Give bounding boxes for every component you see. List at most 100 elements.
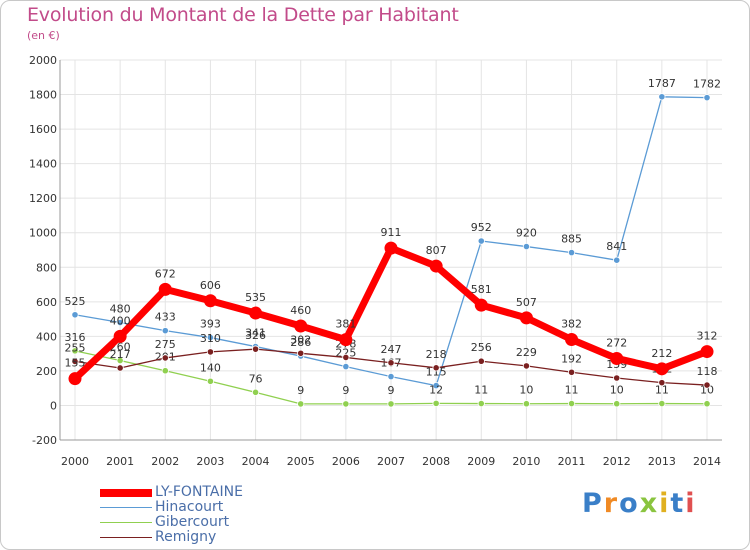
- data-label-ly-fontaine: 272: [606, 336, 627, 349]
- data-point-gibercourt: [703, 400, 711, 408]
- data-point-remigny: [161, 354, 169, 362]
- data-point-gibercourt: [206, 377, 215, 385]
- data-point-hinacourt: [387, 373, 395, 381]
- chart-subtitle: (en €): [27, 29, 60, 42]
- data-point-gibercourt: [342, 400, 350, 408]
- logo-letter: i: [659, 488, 671, 519]
- data-point-hinacourt: [71, 311, 79, 319]
- data-point-remigny: [297, 349, 305, 357]
- x-tick-label: 2013: [648, 455, 676, 468]
- data-label-ly-fontaine: 155: [65, 357, 86, 370]
- legend-swatch-remigny: [100, 537, 152, 538]
- data-label-remigny: 229: [516, 346, 537, 359]
- data-point-hinacourt: [161, 327, 169, 335]
- y-tick-label: 1800: [29, 89, 57, 102]
- data-label-ly-fontaine: 606: [200, 279, 221, 292]
- data-label-hinacourt: 341: [245, 327, 266, 340]
- data-point-hinacourt: [703, 94, 711, 102]
- data-point-gibercourt: [297, 400, 305, 408]
- data-label-hinacourt: 885: [561, 233, 582, 246]
- data-point-remigny: [387, 359, 395, 367]
- data-point-hinacourt: [342, 362, 350, 371]
- data-label-remigny: 256: [471, 341, 492, 354]
- x-tick-label: 2001: [106, 455, 134, 468]
- x-tick-label: 2014: [693, 455, 721, 468]
- data-label-gibercourt: 12: [429, 383, 443, 396]
- data-label-hinacourt: 525: [65, 295, 86, 308]
- x-tick-label: 2006: [332, 455, 360, 468]
- data-label-ly-fontaine: 381: [335, 318, 356, 331]
- data-label-gibercourt: 9: [388, 384, 395, 397]
- legend-label-gibercourt: Gibercourt: [155, 514, 230, 530]
- data-label-ly-fontaine: 460: [290, 304, 311, 317]
- data-point-ly-fontaine: [610, 351, 624, 365]
- data-label-ly-fontaine: 807: [426, 244, 447, 257]
- y-tick-label: 200: [36, 365, 57, 378]
- data-point-gibercourt: [387, 400, 395, 408]
- data-point-remigny: [206, 348, 215, 356]
- data-point-gibercourt: [522, 400, 531, 408]
- data-label-hinacourt: 1782: [693, 78, 721, 91]
- data-point-remigny: [342, 353, 350, 362]
- x-tick-label: 2003: [196, 455, 224, 468]
- data-label-ly-fontaine: 212: [651, 347, 672, 360]
- data-label-hinacourt: 841: [606, 240, 627, 253]
- data-label-gibercourt: 76: [249, 372, 263, 385]
- y-tick-label: 400: [36, 330, 57, 343]
- legend-swatch-hinacourt: [100, 507, 152, 508]
- y-tick-label: -200: [32, 434, 57, 447]
- data-point-remigny: [658, 379, 666, 387]
- data-point-ly-fontaine: [158, 282, 172, 296]
- logo-letter: o: [619, 488, 640, 519]
- legend-label-remigny: Remigny: [155, 529, 217, 545]
- data-label-ly-fontaine: 400: [110, 314, 131, 327]
- data-point-ly-fontaine: [429, 259, 443, 273]
- x-tick-label: 2007: [377, 455, 405, 468]
- data-label-gibercourt: 140: [200, 361, 221, 374]
- x-tick-label: 2009: [467, 455, 495, 468]
- data-label-gibercourt: 9: [342, 384, 349, 397]
- y-tick-label: 1200: [29, 192, 57, 205]
- data-point-gibercourt: [116, 356, 124, 365]
- data-label-hinacourt: 1787: [648, 77, 676, 90]
- x-tick-label: 2004: [242, 455, 270, 468]
- data-label-remigny: 218: [426, 348, 447, 361]
- data-label-ly-fontaine: 382: [561, 317, 582, 330]
- data-label-hinacourt: 115: [426, 366, 447, 379]
- data-label-hinacourt: 952: [471, 221, 492, 234]
- data-label-gibercourt: 9: [297, 384, 304, 397]
- logo-letter: i: [685, 488, 697, 519]
- data-label-remigny: 217: [110, 348, 131, 361]
- data-point-ly-fontaine: [474, 298, 488, 312]
- data-point-remigny: [477, 357, 485, 365]
- data-point-ly-fontaine: [655, 362, 669, 376]
- data-point-ly-fontaine: [249, 306, 263, 320]
- data-point-hinacourt: [658, 93, 666, 101]
- data-point-remigny: [567, 368, 576, 376]
- data-point-ly-fontaine: [565, 332, 579, 346]
- data-point-remigny: [522, 362, 531, 370]
- data-point-hinacourt: [116, 318, 124, 327]
- data-point-ly-fontaine: [384, 241, 398, 255]
- data-label-gibercourt: 10: [519, 384, 533, 397]
- legend-label-ly-fontaine: LY-FONTAINE: [155, 484, 243, 500]
- data-point-hinacourt: [522, 242, 531, 251]
- data-point-gibercourt: [567, 399, 576, 408]
- data-label-gibercourt: 11: [655, 384, 669, 397]
- data-point-remigny: [432, 364, 440, 372]
- data-label-remigny: 255: [65, 341, 86, 354]
- data-point-ly-fontaine: [68, 372, 82, 386]
- data-label-hinacourt: 433: [155, 311, 176, 324]
- data-label-gibercourt: 11: [474, 384, 488, 397]
- data-point-remigny: [71, 357, 79, 366]
- y-tick-label: 600: [36, 296, 57, 309]
- data-point-hinacourt: [432, 381, 440, 390]
- data-point-hinacourt: [206, 333, 215, 342]
- data-label-remigny: 247: [381, 343, 402, 356]
- data-point-hinacourt: [567, 248, 576, 257]
- data-label-hinacourt: 286: [290, 336, 311, 349]
- data-point-hinacourt: [613, 256, 621, 264]
- logo-letter: P: [582, 488, 604, 519]
- x-tick-label: 2000: [61, 455, 89, 468]
